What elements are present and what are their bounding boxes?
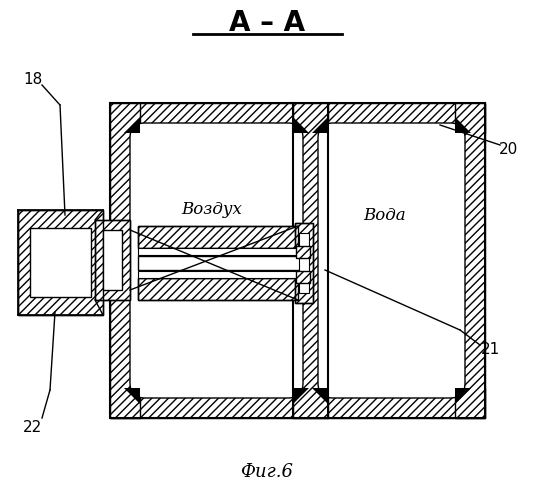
Bar — [95, 220, 130, 300]
FancyBboxPatch shape — [318, 123, 465, 398]
FancyBboxPatch shape — [130, 123, 303, 398]
Text: 20: 20 — [499, 142, 518, 156]
Bar — [110, 103, 485, 418]
Bar — [110, 103, 140, 418]
Bar — [140, 133, 455, 388]
Text: А – А: А – А — [229, 9, 305, 37]
Bar — [30, 228, 91, 297]
Polygon shape — [124, 388, 140, 404]
Bar — [103, 230, 122, 290]
Polygon shape — [293, 388, 309, 404]
Bar — [295, 223, 313, 303]
Bar — [110, 103, 485, 133]
Bar — [95, 220, 130, 300]
Bar — [138, 226, 298, 248]
Bar — [295, 223, 313, 303]
Text: 18: 18 — [24, 72, 43, 88]
Text: Воздух: Воздух — [181, 202, 242, 218]
Text: Фиг.6: Фиг.6 — [241, 463, 294, 481]
Bar — [110, 235, 142, 291]
Bar — [138, 278, 298, 300]
Polygon shape — [455, 388, 471, 404]
Bar — [296, 246, 310, 258]
Bar — [138, 278, 298, 300]
Polygon shape — [312, 117, 328, 133]
Text: Вода: Вода — [364, 206, 406, 224]
Bar — [293, 103, 328, 418]
Polygon shape — [124, 117, 140, 133]
Polygon shape — [312, 388, 328, 404]
Bar — [455, 103, 485, 418]
Bar — [296, 271, 310, 283]
Polygon shape — [293, 117, 309, 133]
Bar — [138, 271, 298, 278]
Bar — [110, 388, 485, 418]
Bar — [296, 246, 310, 258]
Text: 22: 22 — [24, 420, 43, 436]
Bar — [296, 271, 310, 283]
Bar — [138, 248, 298, 255]
Bar — [18, 210, 103, 315]
Bar — [18, 210, 103, 315]
Polygon shape — [455, 117, 471, 133]
Bar — [299, 233, 309, 293]
Bar — [138, 226, 298, 248]
Bar — [138, 256, 308, 270]
Text: 21: 21 — [480, 342, 500, 357]
